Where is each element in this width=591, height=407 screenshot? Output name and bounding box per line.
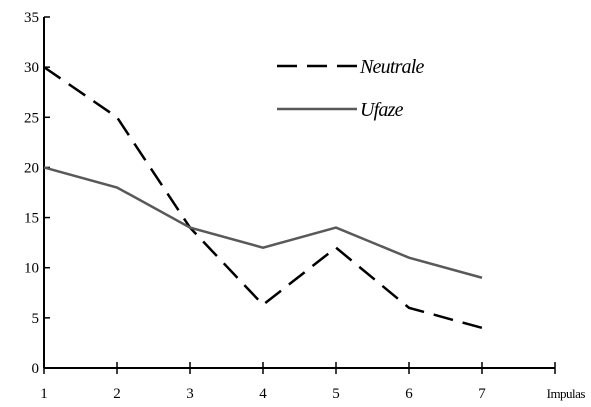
series-layer — [43, 66, 483, 330]
y-ticks: 0 5 10 15 20 25 30 35 — [24, 10, 50, 377]
y-tick-label: 20 — [24, 160, 39, 176]
x-tick-label: 5 — [332, 386, 340, 402]
y-tick-label: 25 — [24, 110, 39, 126]
y-tick-label: 35 — [24, 10, 39, 26]
x-ticks: 1 2 3 4 5 6 7 — [40, 362, 556, 402]
series-line-ufaze — [43, 166, 483, 279]
y-tick-label: 30 — [24, 60, 39, 76]
legend-label: Neutrale — [359, 56, 425, 78]
y-tick-label: 10 — [24, 261, 39, 277]
x-tick-label: 3 — [186, 386, 194, 402]
y-tick-label: 0 — [32, 361, 40, 377]
x-tick-label: 1 — [40, 386, 48, 402]
legend: Neutrale Ufaze — [277, 56, 425, 121]
x-tick-label: 2 — [113, 386, 121, 402]
x-tick-label: 4 — [259, 386, 267, 402]
axes: 0 5 10 15 20 25 30 35 1 2 3 4 5 6 7 Impulas — [24, 10, 586, 402]
legend-label: Ufaze — [360, 99, 404, 121]
y-tick-label: 5 — [32, 311, 40, 327]
x-axis-title: Impulas — [547, 386, 586, 401]
x-tick-label: 7 — [478, 386, 486, 402]
y-tick-label: 15 — [24, 211, 39, 227]
x-tick-label: 6 — [405, 386, 413, 402]
series-line-neutrale — [43, 66, 483, 330]
